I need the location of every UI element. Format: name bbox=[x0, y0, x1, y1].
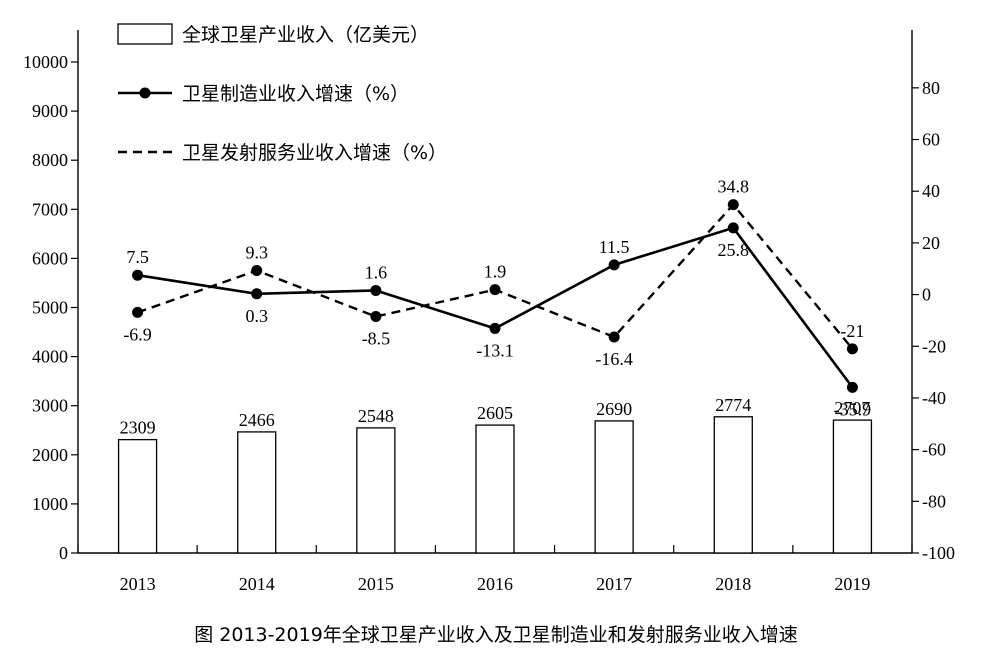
dashed-series-point bbox=[727, 199, 739, 211]
right-y-tick-label: 0 bbox=[922, 285, 931, 305]
right-y-tick-label: -40 bbox=[922, 388, 946, 408]
bar bbox=[832, 419, 873, 554]
bar bbox=[117, 438, 158, 554]
left-y-tick-label: 1000 bbox=[32, 494, 68, 514]
solid-series-data-label: 11.5 bbox=[599, 237, 630, 257]
dashed-series-point bbox=[132, 306, 144, 318]
left-y-tick-label: 8000 bbox=[32, 150, 68, 170]
dashed-series-point bbox=[251, 265, 263, 277]
left-y-tick-label: 6000 bbox=[32, 248, 68, 268]
legend-solid-label: 卫星制造业收入增速（%） bbox=[182, 83, 409, 105]
lines-layer bbox=[132, 199, 858, 393]
bar bbox=[475, 424, 515, 554]
dashed-series-data-label: -16.4 bbox=[595, 349, 633, 369]
right-y-tick-label: 20 bbox=[922, 233, 940, 253]
left-y-tick-label: 3000 bbox=[32, 396, 68, 416]
right-y-tick-label: 80 bbox=[922, 78, 940, 98]
left-y-tick-label: 7000 bbox=[32, 199, 68, 219]
left-y-tick-label: 5000 bbox=[32, 298, 68, 318]
labels-layer: 2309 2466 2548 2605 2690 2774 2707 7.5 -6.9 0.3 9.… bbox=[120, 177, 872, 438]
right-y-tick-label: -60 bbox=[922, 440, 946, 460]
x-tick-label: 2014 bbox=[239, 574, 275, 594]
solid-series-data-label: 0.3 bbox=[245, 306, 268, 326]
dashed-series-data-label: -21 bbox=[840, 321, 864, 341]
left-y-tick-label: 9000 bbox=[32, 101, 68, 121]
x-tick-label: 2013 bbox=[120, 574, 156, 594]
legend-bar-swatch bbox=[117, 23, 173, 45]
solid-series-point bbox=[489, 322, 501, 334]
dashed-series-point bbox=[370, 311, 382, 323]
bar-data-label: 2309 bbox=[120, 418, 156, 438]
bar bbox=[237, 431, 277, 554]
bar bbox=[594, 420, 634, 554]
bar-data-label: 2690 bbox=[596, 399, 632, 419]
solid-series-point bbox=[608, 259, 620, 271]
solid-series-data-label: 25.8 bbox=[718, 240, 750, 260]
dashed-series-point bbox=[608, 331, 620, 343]
dashed-series-data-label: -6.9 bbox=[123, 324, 152, 344]
solid-series-data-label: -35.9 bbox=[834, 399, 872, 419]
right-y-tick-label: 60 bbox=[922, 130, 940, 150]
bar-data-label: 2605 bbox=[477, 403, 513, 423]
solid-series-point bbox=[132, 269, 144, 281]
x-tick-label: 2016 bbox=[477, 574, 513, 594]
dashed-series-point bbox=[846, 343, 858, 355]
left-y-tick-label: 2000 bbox=[32, 445, 68, 465]
x-tick-label: 2015 bbox=[358, 574, 394, 594]
left-y-tick-label: 10000 bbox=[23, 52, 68, 72]
left-y-tick-label: 4000 bbox=[32, 347, 68, 367]
chart-title: 图 2013-2019年全球卫星产业收入及卫星制造业和发射服务业收入增速 bbox=[194, 624, 798, 646]
dashed-series-data-label: -8.5 bbox=[362, 329, 391, 349]
right-y-tick-label: -100 bbox=[922, 543, 955, 563]
solid-series-point bbox=[251, 288, 263, 300]
left-y-tick-label: 0 bbox=[59, 543, 68, 563]
right-y-tick-label: -80 bbox=[922, 491, 946, 511]
bar-data-label: 2707 bbox=[834, 398, 870, 418]
legend-dashed-label: 卫星发射服务业收入增速（%） bbox=[182, 142, 447, 164]
bars-layer bbox=[117, 416, 873, 554]
solid-series-data-label: -13.1 bbox=[476, 340, 514, 360]
legend: 全球卫星产业收入（亿美元） 卫星制造业收入增速（%） 卫星发射服务业收入增速（%） bbox=[117, 23, 447, 164]
bar-data-label: 2466 bbox=[239, 410, 275, 430]
bar-data-label: 2548 bbox=[358, 406, 394, 426]
dashed-series-data-label: 9.3 bbox=[245, 243, 268, 263]
dashed-series-data-label: 1.9 bbox=[484, 262, 507, 282]
solid-series-point bbox=[727, 222, 739, 234]
solid-series-point bbox=[370, 284, 382, 296]
right-y-tick-label: -20 bbox=[922, 336, 946, 356]
bar bbox=[713, 416, 753, 554]
dashed-series-point bbox=[489, 284, 501, 296]
legend-bar-label: 全球卫星产业收入（亿美元） bbox=[182, 24, 429, 46]
axes-layer: 0 1000 2000 3000 4000 5000 6000 7000 8000 9000 100… bbox=[23, 30, 955, 594]
x-tick-label: 2018 bbox=[715, 574, 751, 594]
right-y-tick-label: 40 bbox=[922, 181, 940, 201]
bar bbox=[356, 427, 396, 554]
legend-solid-marker bbox=[139, 87, 151, 99]
solid-series-data-label: 1.6 bbox=[365, 262, 388, 282]
solid-series-point bbox=[846, 381, 858, 393]
x-tick-label: 2017 bbox=[596, 574, 632, 594]
bar-data-label: 2774 bbox=[715, 395, 751, 415]
dashed-series-data-label: 34.8 bbox=[718, 177, 750, 197]
solid-series-data-label: 7.5 bbox=[126, 247, 149, 267]
x-tick-label: 2019 bbox=[834, 574, 870, 594]
